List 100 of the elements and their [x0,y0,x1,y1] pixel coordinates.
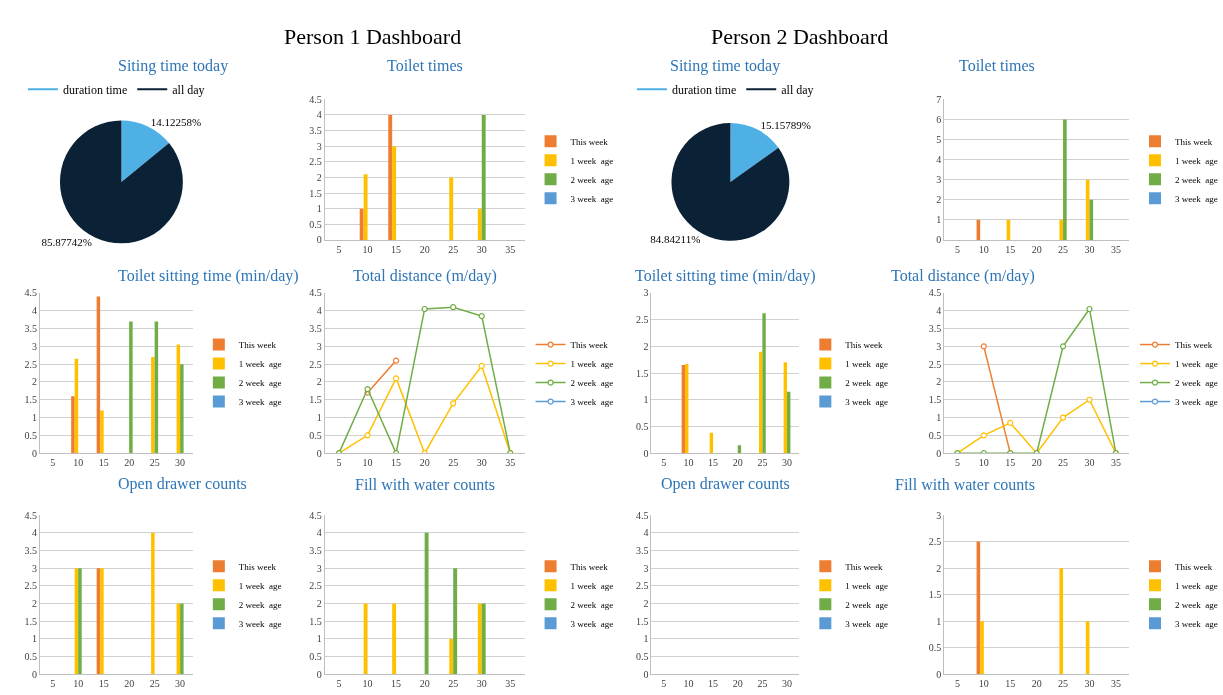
legend-label: 2 week age [1175,174,1218,185]
y-tick-label: 1 [31,633,37,645]
legend-label: This week [845,561,884,572]
y-tick-label: 4 [936,154,942,166]
y-tick-label: 0.5 [309,429,322,441]
x-tick-label: 15 [1005,457,1016,469]
x-tick-label: 25 [448,678,459,690]
legend-label: 1 week age [570,359,614,370]
legend-label: 1 week age [845,580,889,591]
y-tick-label: 1 [31,412,37,424]
y-tick-label: 2 [936,376,942,388]
x-tick-label: 15 [708,457,719,469]
y-tick-label: 2 [316,598,322,610]
legend-label: This week [1175,136,1213,147]
x-tick-label: 25 [1058,243,1069,255]
chart-title: Toilet sitting time (min/day) [635,267,816,285]
y-tick-label: 2.5 [928,536,942,548]
y-tick-label: 4 [643,527,649,539]
y-tick-label: 3 [31,562,37,574]
legend-label: This week [570,561,609,572]
x-tick-label: 25 [149,678,160,690]
legend-label: 3 week age [1175,618,1218,629]
x-tick-label: 30 [476,243,487,255]
legend-label: 3 week age [1175,193,1218,204]
x-tick-label: 20 [1031,457,1042,469]
legend-label: 1 week age [238,580,282,591]
y-tick-label: 3 [936,174,942,186]
legend-label: duration time [62,82,128,97]
x-tick-label: 5 [954,678,960,690]
y-tick-label: 0 [643,668,649,680]
x-tick-label: 10 [683,457,694,469]
legend-label: 2 week age [238,378,282,389]
x-tick-label: 5 [954,457,960,469]
x-tick-label: 35 [1110,457,1121,469]
y-tick-label: 1 [936,214,942,226]
x-tick-label: 5 [661,678,667,690]
data-label: 14.12258% [150,115,202,128]
y-tick-label: 2.5 [635,580,649,592]
y-tick-label: 1 [316,203,322,215]
y-tick-label: 0 [31,668,37,680]
legend-label: 3 week age [570,618,614,629]
y-tick-label: 3 [936,340,942,352]
x-tick-label: 35 [505,678,516,690]
legend-label: 1 week age [845,359,889,370]
x-tick-label: 30 [1084,243,1095,255]
x-tick-label: 5 [50,678,56,690]
y-tick-label: 2.5 [24,580,37,592]
y-tick-label: 4.5 [24,287,37,299]
y-tick-label: 0.5 [635,420,649,432]
x-tick-label: 30 [782,678,793,690]
chart-title: Toilet sitting time (min/day) [118,267,299,285]
y-tick-label: 3 [31,340,37,352]
y-tick-label: 2 [31,376,37,388]
y-tick-label: 6 [936,113,942,125]
y-tick-label: 7 [936,93,942,105]
x-tick-label: 35 [1110,243,1121,255]
x-tick-label: 25 [1058,678,1069,690]
y-tick-label: 4 [316,527,322,539]
legend-label: 2 week age [570,599,614,610]
chart-title: Toilet times [387,57,463,74]
y-tick-label: 0 [936,668,942,680]
y-tick-label: 1 [643,633,649,645]
y-tick-label: 4.5 [928,287,942,299]
y-tick-label: 2.5 [309,156,322,168]
x-tick-label: 30 [782,457,793,469]
y-tick-label: 0.5 [24,429,37,441]
legend-label: 1 week age [1175,359,1218,370]
y-tick-label: 3.5 [928,323,942,335]
y-tick-label: 4 [31,527,37,539]
x-tick-label: 10 [362,243,373,255]
y-tick-label: 0.5 [24,651,37,663]
x-tick-label: 25 [1058,457,1069,469]
x-tick-label: 10 [73,678,84,690]
x-tick-label: 15 [98,678,109,690]
y-tick-label: 0.5 [635,651,649,663]
y-tick-label: 1.5 [635,615,649,627]
x-tick-label: 30 [476,457,487,469]
x-tick-label: 35 [505,457,516,469]
x-tick-label: 35 [505,243,516,255]
legend-label: This week [570,136,609,147]
x-tick-label: 20 [419,243,430,255]
legend-label: This week [845,340,884,351]
y-tick-label: 5 [936,134,942,146]
y-tick-label: 3.5 [24,323,37,335]
y-tick-label: 1.5 [309,394,322,406]
legend-label: This week [1175,340,1213,351]
x-tick-label: 15 [391,243,402,255]
x-tick-label: 20 [1031,243,1042,255]
legend-label: 1 week age [238,359,282,370]
y-tick-label: 2.5 [635,314,649,326]
y-tick-label: 3 [316,140,322,152]
legend-label: This week [1175,561,1213,572]
legend-label: 2 week age [1175,599,1218,610]
x-tick-label: 25 [757,457,768,469]
x-tick-label: 20 [1031,678,1042,690]
x-tick-label: 20 [732,457,743,469]
x-tick-label: 20 [124,678,135,690]
y-tick-label: 2 [936,562,942,574]
x-tick-label: 5 [336,457,342,469]
data-label: 84.84211% [650,233,701,246]
